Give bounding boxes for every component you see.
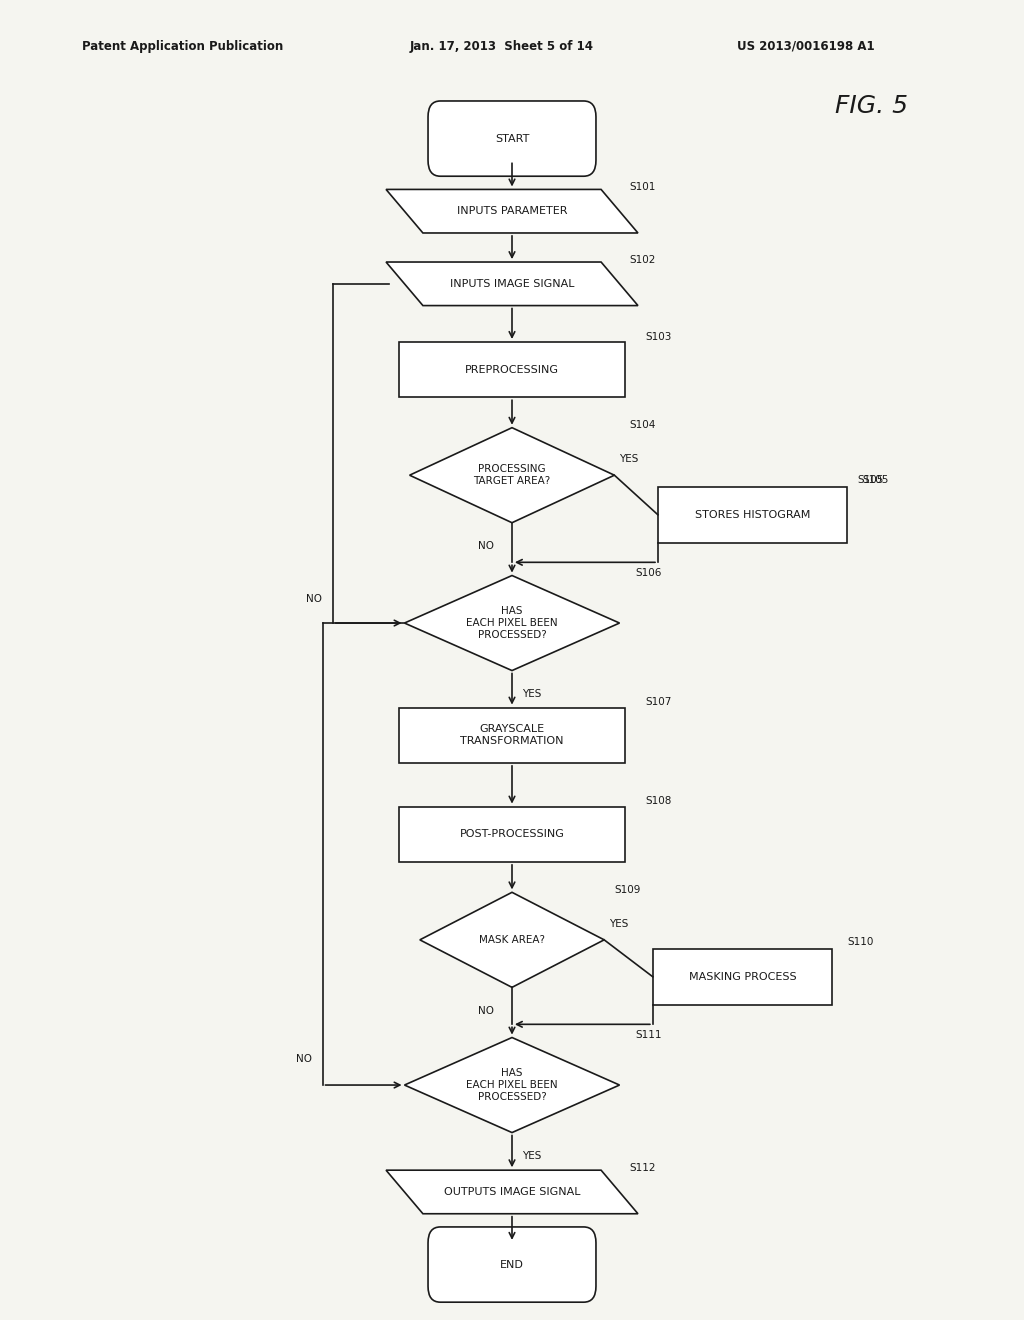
Text: S108: S108 [645, 796, 672, 807]
Text: MASK AREA?: MASK AREA? [479, 935, 545, 945]
FancyBboxPatch shape [428, 100, 596, 177]
Text: NO: NO [306, 594, 323, 605]
Text: NO: NO [478, 541, 495, 552]
Text: YES: YES [522, 1151, 542, 1162]
Text: YES: YES [609, 919, 629, 929]
Bar [399, 807, 625, 862]
Text: S102: S102 [630, 255, 656, 265]
Text: END: END [500, 1259, 524, 1270]
Text: S104: S104 [630, 420, 656, 430]
Bar [657, 487, 847, 543]
Text: S105: S105 [858, 475, 884, 486]
Text: S109: S109 [614, 884, 641, 895]
Text: US 2013/0016198 A1: US 2013/0016198 A1 [737, 40, 874, 53]
Text: NO: NO [296, 1053, 312, 1064]
Text: START: START [495, 133, 529, 144]
Text: FIG. 5: FIG. 5 [835, 94, 907, 117]
Text: HAS
EACH PIXEL BEEN
PROCESSED?: HAS EACH PIXEL BEEN PROCESSED? [466, 1068, 558, 1102]
Polygon shape [410, 428, 614, 523]
Text: NO: NO [478, 1006, 495, 1016]
Text: YES: YES [522, 689, 542, 700]
Text: PROCESSING
TARGET AREA?: PROCESSING TARGET AREA? [473, 465, 551, 486]
Polygon shape [404, 576, 620, 671]
Bar [399, 342, 625, 397]
Text: GRAYSCALE
TRANSFORMATION: GRAYSCALE TRANSFORMATION [460, 725, 564, 746]
Text: INPUTS PARAMETER: INPUTS PARAMETER [457, 206, 567, 216]
Polygon shape [404, 1038, 620, 1133]
Polygon shape [386, 1171, 638, 1214]
Text: Jan. 17, 2013  Sheet 5 of 14: Jan. 17, 2013 Sheet 5 of 14 [410, 40, 594, 53]
Text: S110: S110 [848, 937, 873, 948]
Text: S112: S112 [630, 1163, 656, 1173]
Text: OUTPUTS IMAGE SIGNAL: OUTPUTS IMAGE SIGNAL [443, 1187, 581, 1197]
Polygon shape [386, 261, 638, 305]
Text: S103: S103 [645, 331, 672, 342]
FancyBboxPatch shape [428, 1228, 596, 1302]
Polygon shape [420, 892, 604, 987]
Text: S111: S111 [635, 1030, 662, 1040]
Text: YES: YES [620, 454, 639, 465]
Text: INPUTS IMAGE SIGNAL: INPUTS IMAGE SIGNAL [450, 279, 574, 289]
Bar [653, 949, 831, 1005]
Bar [399, 708, 625, 763]
Text: S101: S101 [630, 182, 656, 193]
Text: STORES HISTOGRAM: STORES HISTOGRAM [695, 510, 810, 520]
Text: POST-PROCESSING: POST-PROCESSING [460, 829, 564, 840]
Text: Patent Application Publication: Patent Application Publication [82, 40, 284, 53]
Text: PREPROCESSING: PREPROCESSING [465, 364, 559, 375]
Text: HAS
EACH PIXEL BEEN
PROCESSED?: HAS EACH PIXEL BEEN PROCESSED? [466, 606, 558, 640]
Text: S107: S107 [645, 697, 672, 708]
Text: MASKING PROCESS: MASKING PROCESS [688, 972, 797, 982]
Polygon shape [386, 190, 638, 232]
Text: S105: S105 [862, 475, 889, 486]
Text: S106: S106 [635, 568, 662, 578]
